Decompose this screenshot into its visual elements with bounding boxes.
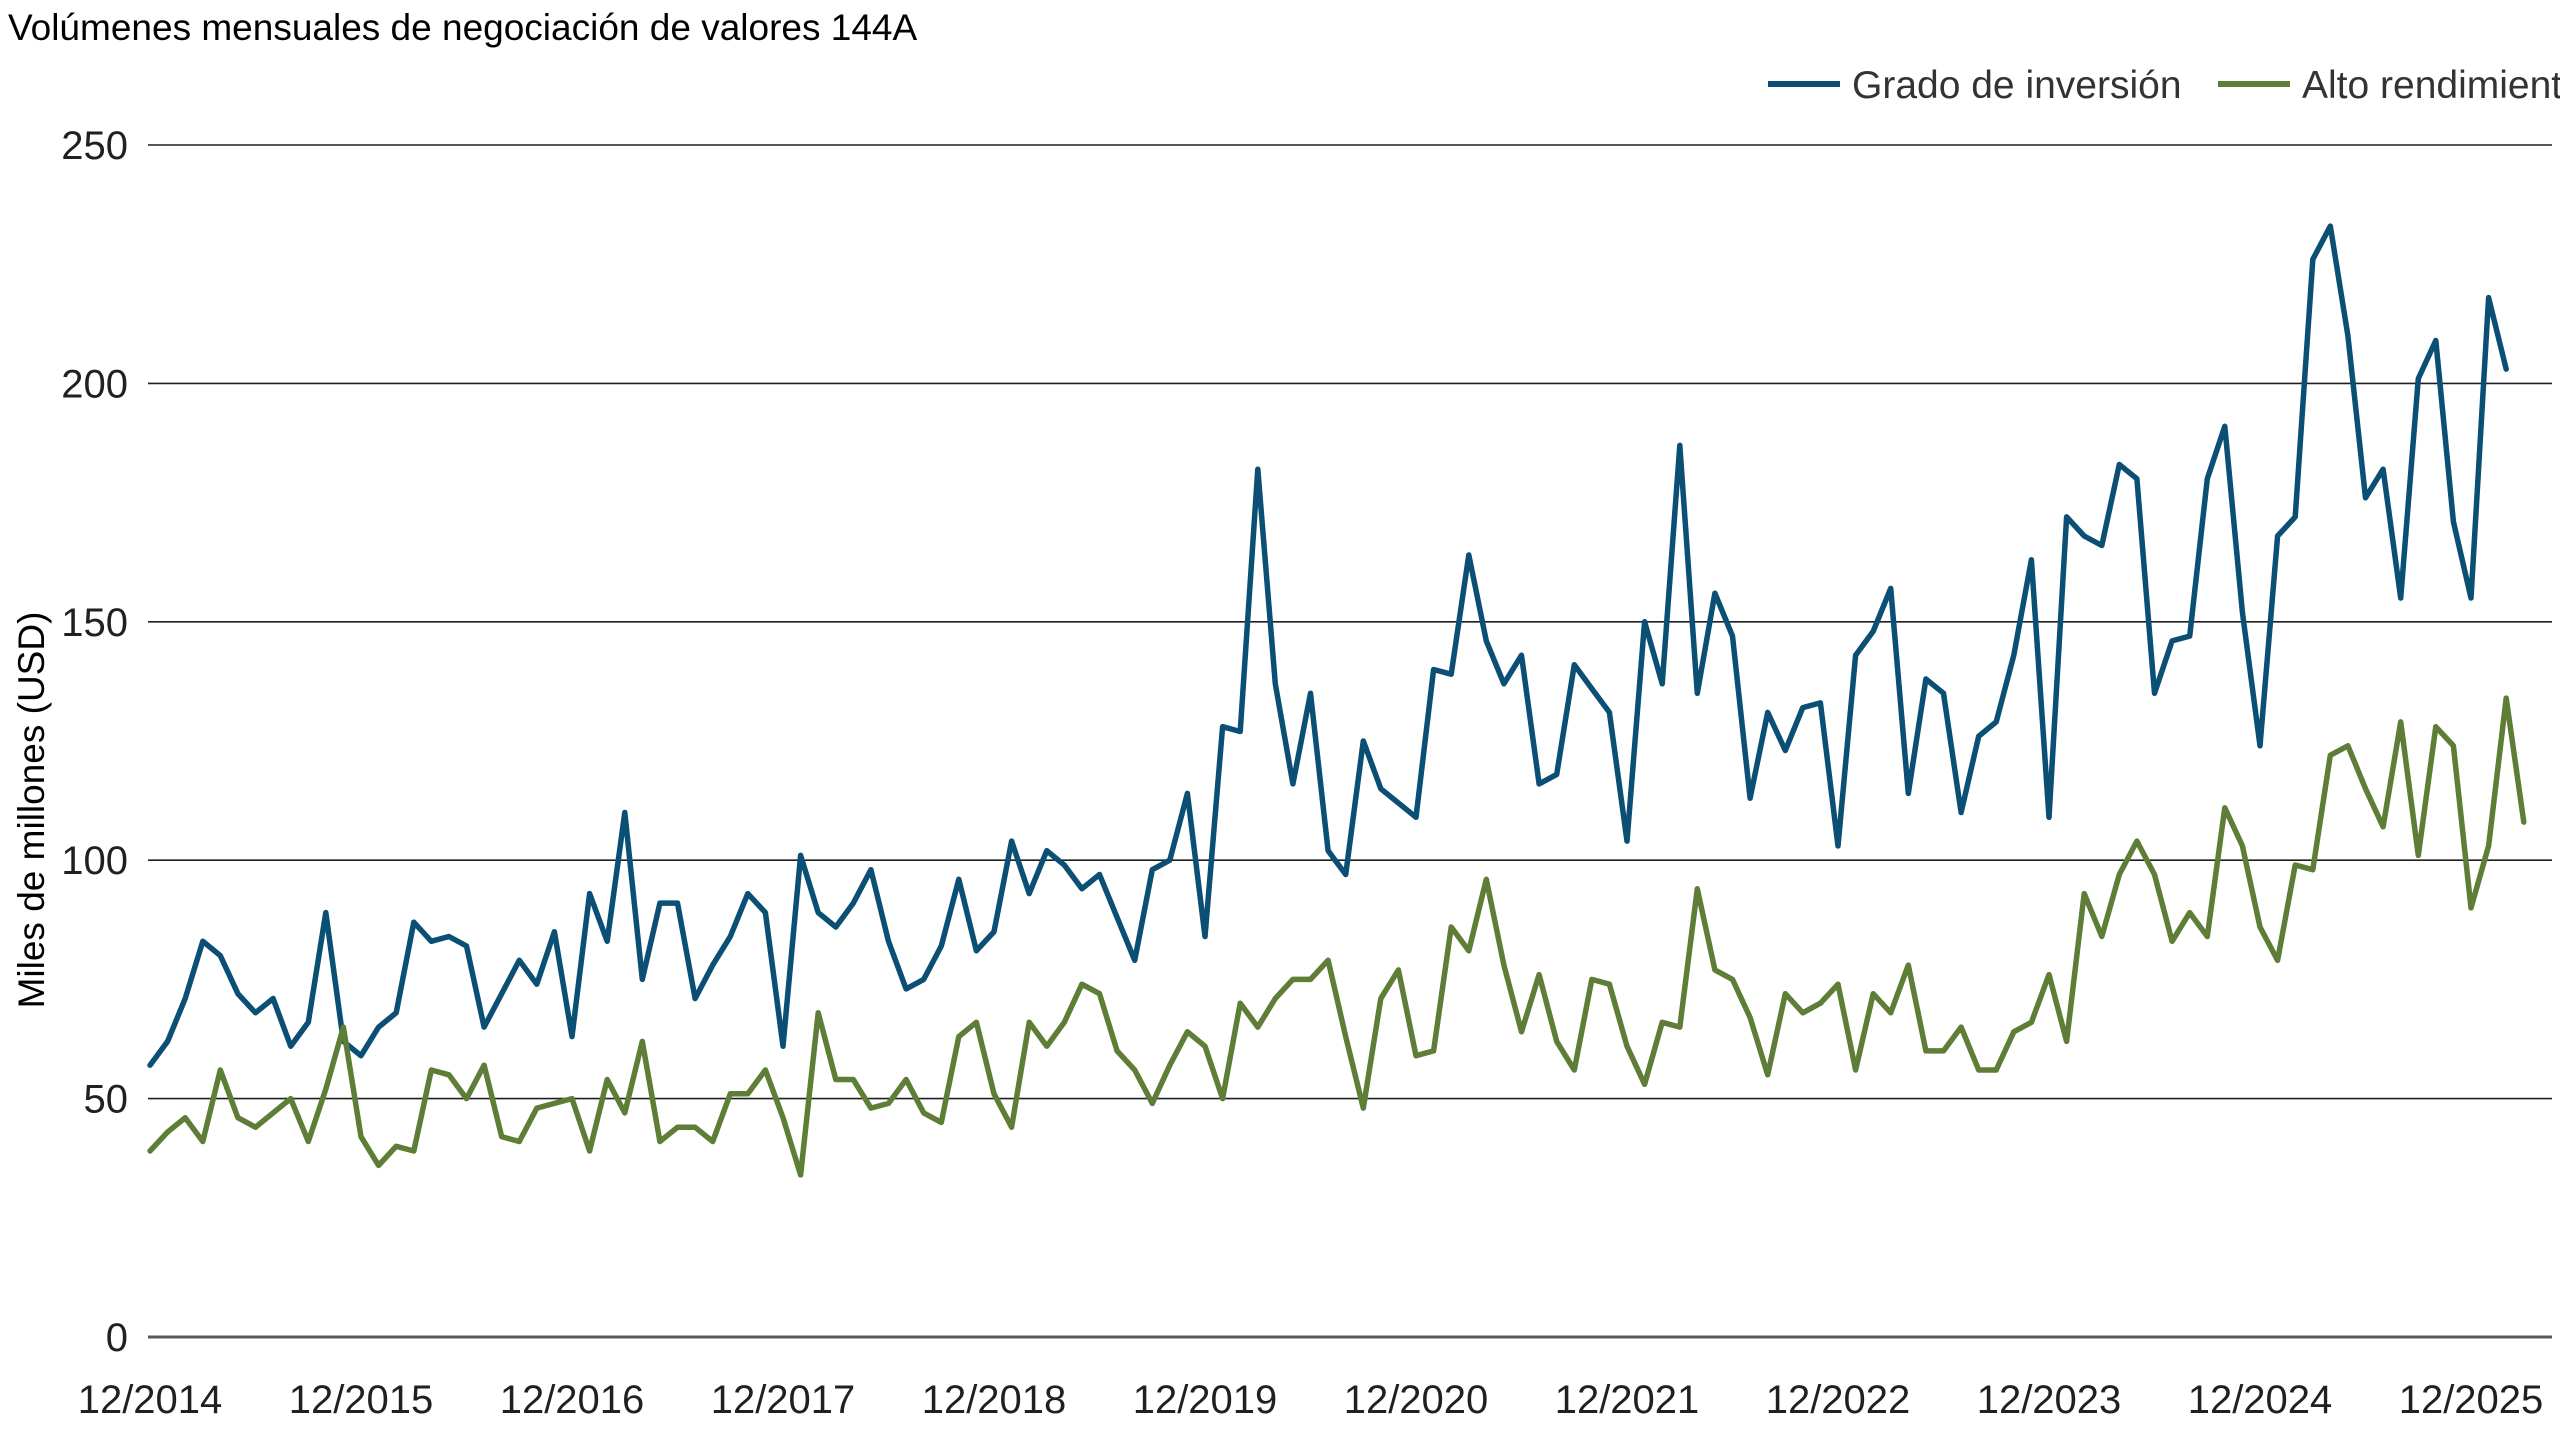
- series-line-investment-grade: [147, 223, 2509, 1068]
- y-tick-label: 250: [61, 124, 128, 168]
- x-tick-label: 12/2018: [922, 1378, 1067, 1422]
- y-tick-label: 0: [106, 1316, 128, 1360]
- x-tick-label: 12/2019: [1133, 1378, 1278, 1422]
- series-line-high-yield: [147, 695, 2527, 1178]
- x-tick-label: 12/2024: [2188, 1378, 2333, 1422]
- x-tick-label: 12/2021: [1555, 1378, 1700, 1422]
- x-tick-label: 12/2014: [78, 1378, 223, 1422]
- y-tick-labels: 0 50 100 150 200 250: [61, 124, 128, 1360]
- legend-label-high-yield: Alto rendimiento: [2302, 64, 2560, 107]
- chart-title: Volúmenes mensuales de negociación de va…: [8, 7, 917, 48]
- y-axis-label: Miles de millones (USD): [11, 612, 52, 1009]
- legend: Grado de inversión Alto rendimiento: [1768, 64, 2560, 107]
- x-tick-label: 12/2023: [1977, 1378, 2122, 1422]
- x-tick-label: 12/2025: [2399, 1378, 2544, 1422]
- y-tick-label: 150: [61, 601, 128, 645]
- gridlines: [148, 144, 2552, 1339]
- y-tick-label: 50: [84, 1078, 129, 1122]
- legend-label-investment-grade: Grado de inversión: [1852, 64, 2182, 107]
- series-lines: [147, 223, 2527, 1178]
- x-tick-label: 12/2022: [1766, 1378, 1911, 1422]
- x-tick-label: 12/2015: [289, 1378, 434, 1422]
- x-tick-label: 12/2020: [1344, 1378, 1489, 1422]
- x-tick-label: 12/2017: [711, 1378, 856, 1422]
- y-tick-label: 100: [61, 839, 128, 883]
- y-tick-label: 200: [61, 362, 128, 406]
- x-tick-labels: 12/2014 12/2015 12/2016 12/2017 12/2018 12/20…: [78, 1378, 2544, 1422]
- x-tick-label: 12/2016: [500, 1378, 645, 1422]
